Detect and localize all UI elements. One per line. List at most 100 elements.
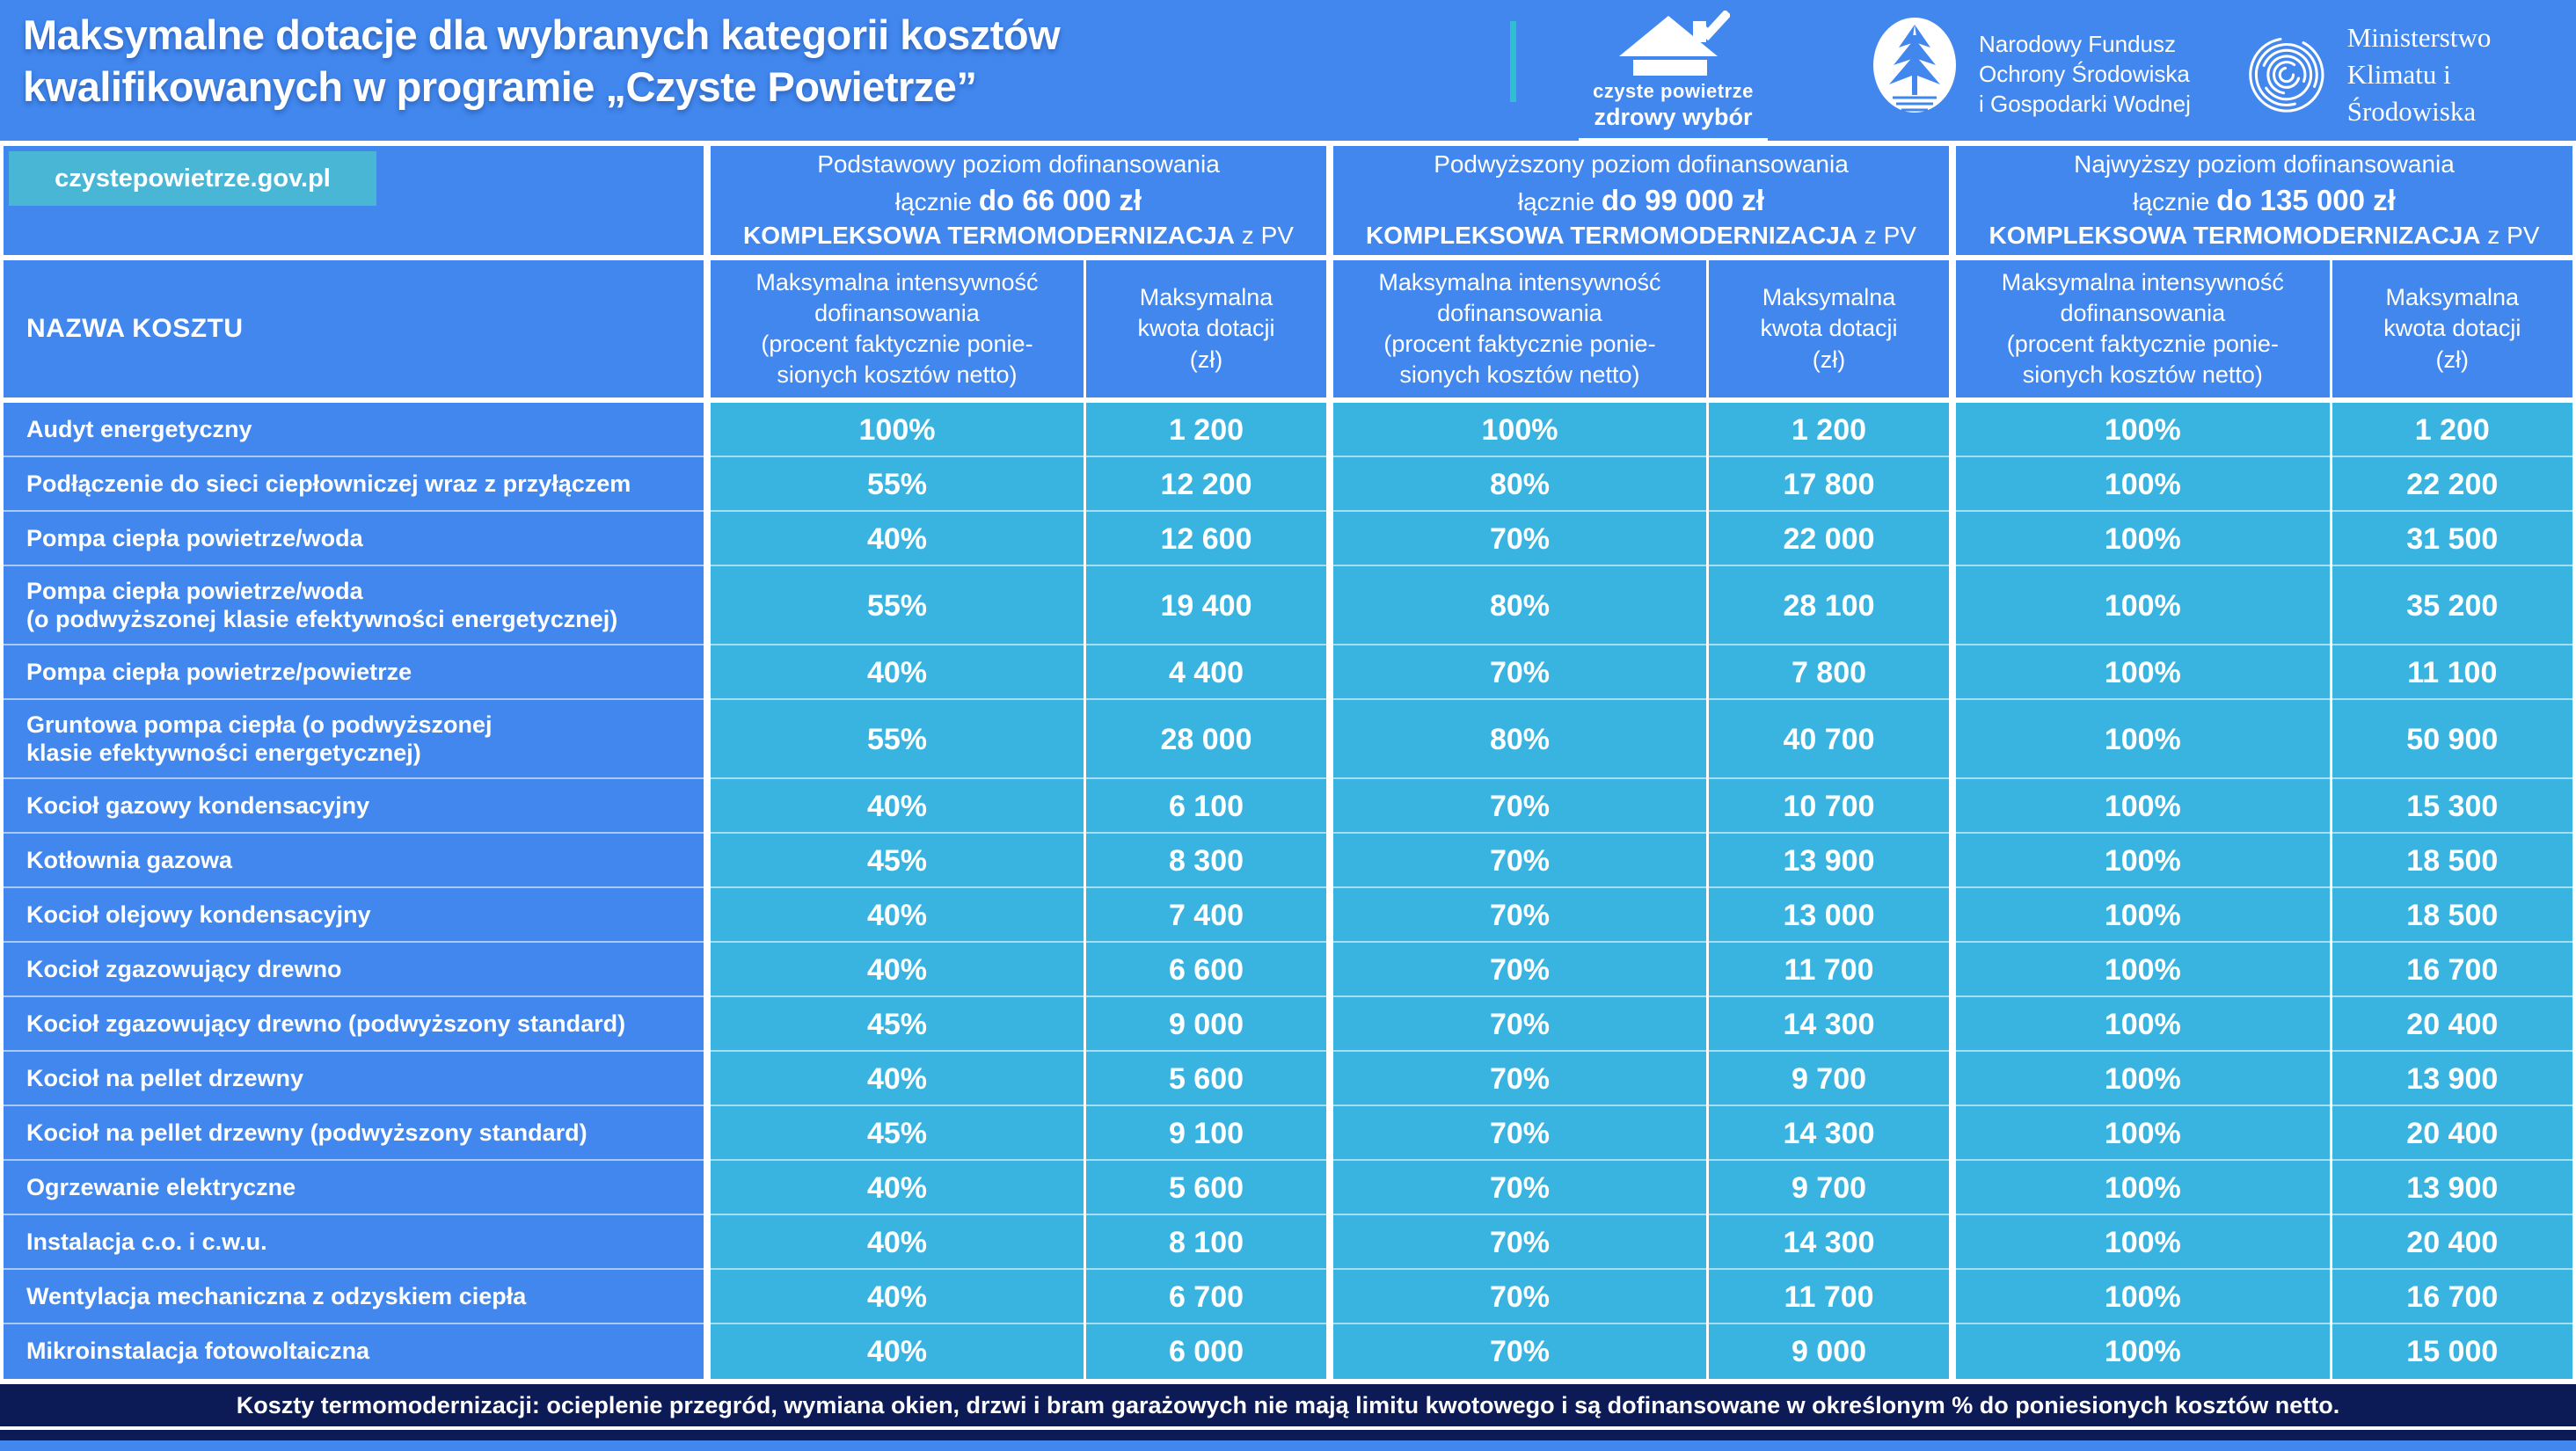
intensity-value-cell: 100% [1333, 403, 1709, 457]
amount-value-cell: 9 000 [1168, 1007, 1244, 1041]
table-row: 100% 18 500 [1956, 888, 2572, 943]
intensity-value-cell: 70% [1333, 1161, 1709, 1215]
table-row: 100% 15 300 [1956, 779, 2572, 834]
table-row: 100% 1 200 [711, 403, 1326, 457]
amount-value-cell: 20 400 [2406, 1007, 2499, 1041]
intensity-value-cell: 45% [711, 834, 1086, 888]
amount-value-cell: 7 400 [1168, 898, 1244, 932]
cost-name-cell: Kocioł zgazowujący drewno (podwyższony s… [4, 997, 704, 1052]
komplex-suffix: z PV [2480, 221, 2540, 249]
ministry-line1: Ministerstwo [2346, 22, 2492, 53]
table-row: 100% 15 000 [1956, 1324, 2572, 1379]
amount-value-cell: 20 400 [2406, 1116, 2499, 1150]
house-check-icon [1618, 11, 1730, 76]
intensity-value-cell: 40% [711, 512, 1086, 566]
amount-value-cell: 50 900 [2406, 722, 2499, 756]
sub-header-row: Maksymalna intensywność dofinansowania (… [1333, 260, 1949, 403]
komplex-bold: KOMPLEKSOWA TERMOMODERNIZACJA [1989, 221, 2481, 249]
page-title-line2: kwalifikowanych w programie „Czyste Powi… [23, 63, 977, 111]
table-row: 80% 17 800 [1333, 457, 1949, 512]
amount-value-cell: 9 000 [1791, 1334, 1867, 1368]
table-row: 100% 13 900 [1956, 1161, 2572, 1215]
amount-value-cell: 13 900 [1783, 843, 1875, 878]
amount-value-cell: 13 900 [2406, 1061, 2499, 1096]
intensity-value-cell: 100% [1956, 943, 2332, 997]
table-row: 70% 9 000 [1333, 1324, 1949, 1379]
sub-header-row: Maksymalna intensywność dofinansowania (… [1956, 260, 2572, 403]
intensity-value-cell: 40% [711, 1052, 1086, 1106]
table-row: 100% 20 400 [1956, 1215, 2572, 1270]
table-row: 40% 5 600 [711, 1161, 1326, 1215]
amount-value-cell: 6 100 [1168, 789, 1244, 823]
intensity-value-cell: 100% [1956, 1324, 2332, 1379]
amount-value-cell: 9 700 [1791, 1170, 1867, 1205]
intensity-value-cell: 55% [711, 457, 1086, 512]
amount-value-cell: 8 100 [1168, 1225, 1244, 1259]
intensity-value-cell: 70% [1333, 779, 1709, 834]
amount-value-cell: 16 700 [2406, 1280, 2499, 1314]
amount-value-cell: 6 700 [1168, 1280, 1244, 1314]
table-row: 45% 9 100 [711, 1106, 1326, 1161]
table-row: 40% 5 600 [711, 1052, 1326, 1106]
table-row: 40% 4 400 [711, 645, 1326, 700]
intensity-value-cell: 55% [711, 566, 1086, 645]
funding-group-title: Najwyższy poziom dofinansowania [2074, 150, 2455, 179]
amount-value-cell: 15 300 [2406, 789, 2499, 823]
funding-group-total: łącznie do 66 000 zł [895, 181, 1142, 220]
header-band: Maksymalne dotacje dla wybranych kategor… [0, 0, 2576, 146]
funding-group-rows: 100% 1 200 55% 12 200 40% 12 600 55% 19 400 40% 4… [711, 403, 1326, 1379]
intensity-value-cell: 40% [711, 943, 1086, 997]
ministry-logo: Ministerstwo Klimatu i Środowiska [2245, 19, 2576, 130]
intensity-value-cell: 70% [1333, 645, 1709, 700]
intensity-value-cell: 100% [1956, 645, 2332, 700]
intensity-value-cell: 40% [711, 1324, 1086, 1379]
table-row: 45% 8 300 [711, 834, 1326, 888]
table-row: 40% 6 000 [711, 1324, 1326, 1379]
total-prefix: łącznie [894, 188, 979, 216]
czyste-powietrze-logo-text2: zdrowy wybór [1594, 104, 1753, 130]
table-row: 100% 22 200 [1956, 457, 2572, 512]
total-amount: do 135 000 zł [2216, 184, 2396, 217]
amount-value-cell: 12 200 [1160, 467, 1252, 501]
nfosigw-logo-text: Narodowy Fundusz Ochrony Środowiska i Go… [1979, 16, 2191, 120]
funding-group-total: łącznie do 135 000 zł [2133, 181, 2396, 220]
intensity-value-cell: 100% [1956, 512, 2332, 566]
table-row: 80% 40 700 [1333, 700, 1949, 779]
amount-column-header: Maksymalna kwota dotacji (zł) [2383, 284, 2521, 373]
amount-value-cell: 13 900 [2406, 1170, 2499, 1205]
amount-value-cell: 9 100 [1168, 1116, 1244, 1150]
intensity-value-cell: 100% [1956, 1215, 2332, 1270]
table-row: 100% 13 900 [1956, 1052, 2572, 1106]
intensity-value-cell: 40% [711, 645, 1086, 700]
amount-value-cell: 1 200 [2414, 412, 2490, 447]
intensity-value-cell: 100% [1956, 779, 2332, 834]
intensity-value-cell: 100% [1956, 1106, 2332, 1161]
cost-name-rows: Audyt energetyczny Podłączenie do sieci c… [4, 403, 704, 1379]
intensity-value-cell: 70% [1333, 943, 1709, 997]
cost-name-cell: Instalacja c.o. i c.w.u. [4, 1215, 704, 1270]
table-row: 100% 35 200 [1956, 566, 2572, 645]
website-badge[interactable]: czystepowietrze.gov.pl [9, 151, 376, 206]
komplex-bold: KOMPLEKSOWA TERMOMODERNIZACJA [743, 221, 1236, 249]
intensity-value-cell: 100% [1956, 566, 2332, 645]
table-row: 80% 28 100 [1333, 566, 1949, 645]
intensity-value-cell: 70% [1333, 512, 1709, 566]
table-row: 70% 9 700 [1333, 1052, 1949, 1106]
funding-group-column-highest: Najwyższy poziom dofinansowania łącznie … [1949, 146, 2572, 1379]
amount-value-cell: 7 800 [1791, 655, 1867, 689]
header-divider [1510, 21, 1516, 102]
amount-value-cell: 22 000 [1783, 521, 1875, 556]
amount-column-header: Maksymalna kwota dotacji (zł) [1760, 284, 1898, 373]
intensity-value-cell: 100% [1956, 700, 2332, 779]
intensity-value-cell: 80% [1333, 457, 1709, 512]
amount-value-cell: 12 600 [1160, 521, 1252, 556]
nfosigw-line3: i Gospodarki Wodnej [1979, 90, 2191, 117]
cost-name-cell: Podłączenie do sieci ciepłowniczej wraz … [4, 457, 704, 512]
table-row: 100% 1 200 [1333, 403, 1949, 457]
amount-value-cell: 6 600 [1168, 952, 1244, 987]
intensity-value-cell: 55% [711, 700, 1086, 779]
table-row: 40% 6 100 [711, 779, 1326, 834]
amount-value-cell: 14 300 [1783, 1116, 1875, 1150]
cost-name-cell: Pompa ciepła powietrze/powietrze [4, 645, 704, 700]
